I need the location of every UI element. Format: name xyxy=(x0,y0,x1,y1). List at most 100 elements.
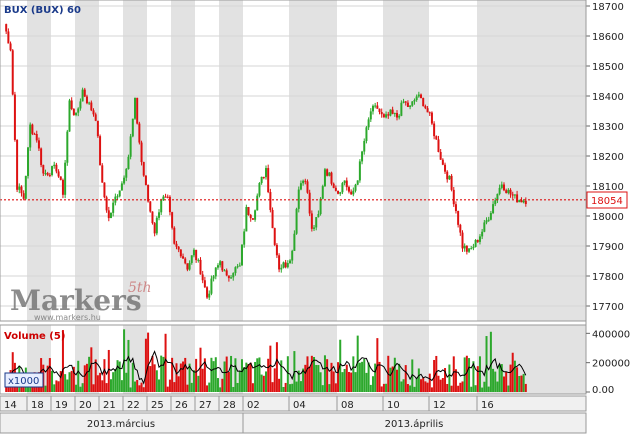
day-label: 02 xyxy=(247,400,260,411)
candle-body xyxy=(225,270,228,276)
volume-bar xyxy=(426,382,429,392)
candle-body xyxy=(230,277,233,279)
volume-title: Volume (5) xyxy=(4,331,65,342)
candle-body xyxy=(389,109,392,116)
candle-body xyxy=(448,175,451,180)
candle-body xyxy=(284,262,287,268)
volume-bar xyxy=(158,379,161,392)
candle-body xyxy=(240,244,243,266)
volume-bar xyxy=(223,361,226,392)
volume-bar xyxy=(195,358,198,392)
candle-body xyxy=(247,207,250,215)
volume-bar xyxy=(492,368,495,392)
volume-bar xyxy=(116,360,119,392)
candle-body xyxy=(304,180,307,182)
volume-bar xyxy=(428,373,431,392)
volume-tick-label: 0.00 xyxy=(592,385,614,396)
candle-body xyxy=(208,293,211,298)
volume-bar xyxy=(53,384,56,392)
candle-body xyxy=(99,136,102,166)
day-label: 08 xyxy=(341,400,354,411)
candle-body xyxy=(162,196,165,201)
volume-bar xyxy=(323,355,326,392)
candle-body xyxy=(70,100,73,109)
candle-body xyxy=(192,249,195,256)
volume-bar xyxy=(103,359,106,392)
volume-bar xyxy=(144,338,147,392)
volume-moving-average-line xyxy=(5,350,527,385)
candle-body xyxy=(227,275,230,279)
candle-body xyxy=(77,108,80,113)
candle-body xyxy=(177,246,180,250)
candle-body xyxy=(433,123,436,137)
candle-body xyxy=(446,171,449,180)
session-band xyxy=(289,0,337,321)
volume-bar xyxy=(271,382,274,392)
volume-bar xyxy=(365,372,368,392)
volume-bar xyxy=(186,384,189,392)
candle-body xyxy=(398,115,401,118)
candle-body xyxy=(428,112,431,114)
candle-body xyxy=(452,189,455,205)
candle-body xyxy=(158,212,161,218)
volume-bar xyxy=(155,370,158,392)
volume-bar xyxy=(85,363,88,392)
session-bands xyxy=(27,0,586,394)
candle-body xyxy=(463,245,466,249)
volume-bar xyxy=(487,386,490,392)
candle-body xyxy=(103,182,106,198)
candle-body xyxy=(343,180,346,184)
candle-body xyxy=(173,227,176,244)
current-price-value: 18054 xyxy=(591,196,623,207)
volume-bar xyxy=(337,362,340,392)
volume-bar xyxy=(328,384,331,392)
volume-bar xyxy=(64,374,67,392)
volume-bar xyxy=(509,364,512,392)
volume-bar xyxy=(489,331,492,392)
volume-bar xyxy=(55,380,58,392)
candle-body xyxy=(203,280,206,288)
y-tick-label: 18300 xyxy=(592,122,624,133)
candle-body xyxy=(29,124,32,148)
candle-body xyxy=(271,209,274,229)
volume-bar xyxy=(400,381,403,392)
candle-body xyxy=(326,169,329,176)
volume-bar xyxy=(249,362,252,392)
volume-bar xyxy=(289,384,292,392)
candle-body xyxy=(219,261,222,266)
candle-body xyxy=(53,164,56,167)
volume-bar xyxy=(347,371,350,392)
session-band xyxy=(527,0,586,321)
candle-body xyxy=(42,165,45,174)
candle-body xyxy=(140,142,143,163)
volume-bar xyxy=(94,359,97,392)
month-label: 2013.március xyxy=(87,418,155,430)
day-label: 10 xyxy=(387,400,400,411)
candle-body xyxy=(437,139,440,152)
volume-bar xyxy=(313,356,316,392)
candle-body xyxy=(385,114,388,118)
candle-body xyxy=(195,249,198,261)
day-label: 28 xyxy=(223,400,236,411)
day-label: 14 xyxy=(4,400,17,411)
volume-bar xyxy=(171,357,174,392)
candle-body xyxy=(107,210,110,219)
candle-body xyxy=(40,148,43,166)
candle-body xyxy=(238,265,241,267)
volume-bar xyxy=(382,383,385,392)
candle-body xyxy=(321,186,324,199)
volume-bar xyxy=(317,365,320,392)
volume-bar xyxy=(48,358,51,392)
candle-body xyxy=(319,198,322,215)
volume-bar xyxy=(109,379,112,392)
candle-body xyxy=(164,196,167,198)
candle-body xyxy=(380,112,383,115)
candle-body xyxy=(444,164,447,172)
volume-bar xyxy=(225,356,228,392)
candle-body xyxy=(498,187,501,194)
volume-bar xyxy=(396,369,398,392)
volume-bar xyxy=(398,363,401,392)
candle-body xyxy=(275,244,278,256)
volume-bar xyxy=(46,365,49,392)
volume-bar xyxy=(160,355,163,392)
